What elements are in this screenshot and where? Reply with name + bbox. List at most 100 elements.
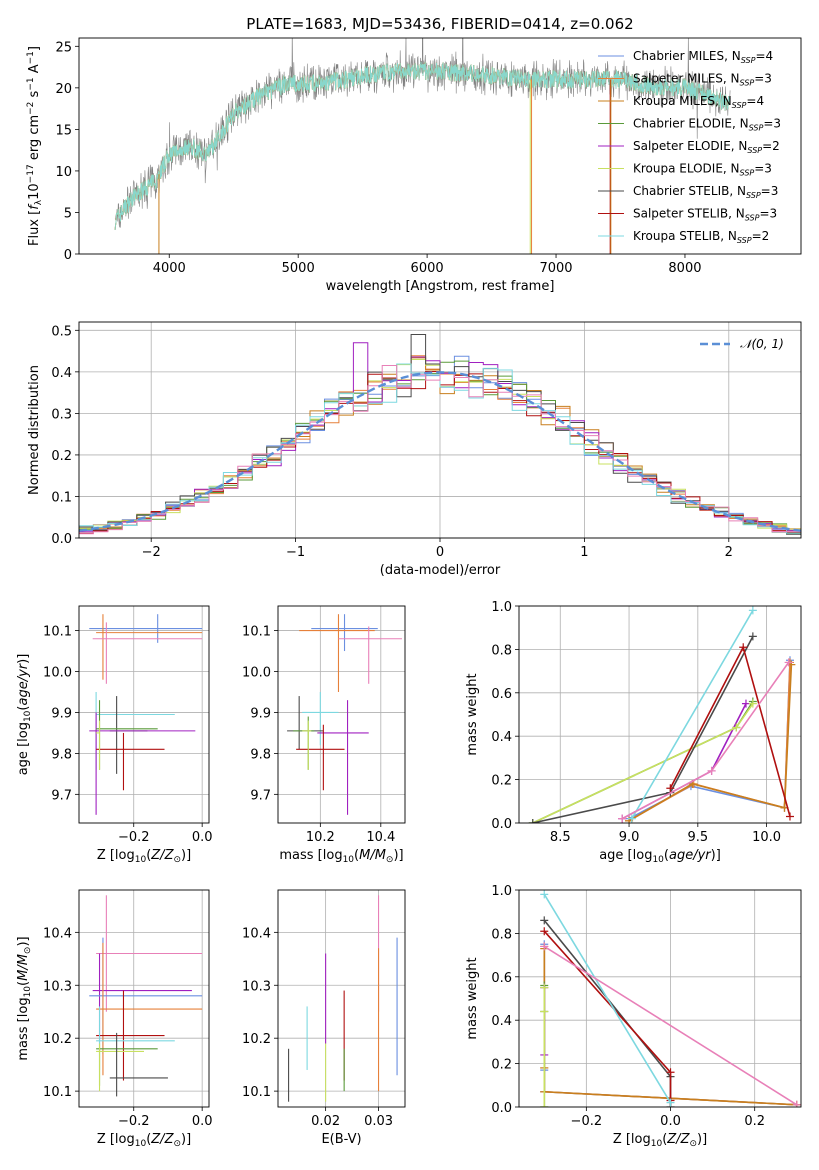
plus-marker [741,699,750,708]
label-part: A [27,64,42,77]
label-part: )] [181,848,191,863]
label-part: 2 [772,139,780,153]
weight-line [532,636,754,823]
weight-series [540,916,675,1107]
label-part: Chabrier ELODIE [633,117,732,131]
y-tick-label: 9.7 [51,788,72,803]
x-tick-label: 5000 [282,261,315,276]
y-tick-label: 0.2 [491,1058,512,1073]
label-part: SSP [737,236,752,245]
y-tick-label: 9.8 [51,747,72,762]
label-part: age [log [599,848,652,863]
label-part: 10 [135,1139,147,1149]
x-tick-label: 1 [580,545,588,560]
x-axis-label: Z [log10(Z/Z⊙)] [613,1132,707,1149]
weight-line [532,703,754,823]
y-tick-label: 1.0 [491,600,512,615]
y-axis-label: mass [log10(M/M⊙)] [16,936,33,1060]
label-part: −1 [26,51,36,64]
x-tick-label: 0.2 [744,1114,765,1129]
plot-area [79,334,801,535]
x-tick-label: 0.0 [192,1114,213,1129]
chart-title: PLATE=1683, MJD=53436, FIBERID=0414, z=0… [246,15,633,33]
y-tick-label: 0.5 [51,324,72,339]
y-tick-label: 10.0 [242,666,271,681]
y-tick-label: 25 [55,40,72,55]
label-part: Kroupa ELODIE [633,162,723,176]
panel-spectrum: 4000 5000 6000 7000 8000 0 5 10 15 20 25 PLATE=1683… [26,15,802,294]
y-tick-label: 9.9 [250,706,271,721]
axes-frame [78,889,210,1108]
y-tick-label: 0.8 [491,643,512,658]
label-part: ( [664,848,669,863]
label-part: Salpeter STELIB [633,207,728,221]
x-tick-label: −0.2 [118,1114,150,1129]
plus-marker [540,927,549,936]
legend-label: Kroupa STELIB, NSSP=2 [633,229,769,245]
label-part: , N [729,184,746,198]
label-part: , N [720,229,737,243]
label-part: , N [731,139,748,153]
label-part: ( [16,981,31,986]
y-tick-label: 10.1 [242,625,271,640]
label-part: Z [log [97,1132,135,1147]
panel-weight_age: 8.5 9.0 9.5 10.0 0.0 0.2 0.4 0.6 0.8 1.0 age [log1… [465,600,802,865]
plus-marker [666,1098,675,1107]
y-tick-label: 10.2 [43,1032,72,1047]
plus-marker [748,699,757,708]
x-tick-label: 8.5 [550,830,571,845]
error-bar [89,614,203,643]
error-bar [293,716,315,770]
grid [79,890,209,1107]
label-part: λ [34,199,44,205]
y-tick-label: 10.2 [242,1032,271,1047]
axes-frame [78,321,802,539]
label-part: Kroupa STELIB [633,229,720,243]
label-part: Z/Z [150,1132,174,1147]
error-bar [338,626,402,684]
panel-mass_Z: −0.2 0.010.110.210.310.4Z [log10(Z/Z⊙)]ma… [16,889,213,1149]
y-tick-label: 0.8 [491,927,512,942]
error-bar [311,614,378,652]
label-part: ( [146,1132,151,1147]
label-part: ] [27,46,42,51]
legend-entry: Salpeter STELIB, NSSP=3 [598,207,777,223]
axes-frame [78,37,802,255]
weight-series [618,658,793,823]
legend-entry: Kroupa ELODIE, NSSP=3 [598,162,772,178]
y-tick-label: 20 [55,82,72,97]
x-tick-label: −0.2 [118,830,150,845]
label-part: SSP [740,169,755,178]
error-bar [92,953,192,1044]
plus-marker [540,942,549,951]
y-tick-label: 15 [55,123,72,138]
label-part: = [759,207,769,221]
x-axis-label: E(B-V) [321,1132,361,1147]
plus-marker [792,1100,801,1107]
error-bar [96,732,165,791]
x-tick-label: 4000 [153,261,186,276]
legend-label: Chabrier MILES, NSSP=4 [633,49,773,65]
legend-entry: Kroupa MILES, NSSP=4 [598,94,764,110]
label-part: ⊙ [173,1139,181,1149]
panel-mass_EBV: 0.02 0.03 10.1 10.2 10.3 10.4 E(B-V) [242,889,406,1147]
error-bar [109,696,148,774]
label-part: )] [181,1132,191,1147]
plot-area [540,890,801,1107]
label-part: f [27,203,42,210]
legend-label: Salpeter ELODIE, NSSP=2 [633,139,780,155]
x-tick-label: 0.0 [192,830,213,845]
legend-label: Salpeter STELIB, NSSP=3 [633,207,777,223]
plus-marker [785,812,794,821]
plus-marker [618,814,627,823]
plus-marker [748,632,757,641]
y-tick-label: 0.2 [51,449,72,464]
error-bar [109,1032,168,1097]
y-axis-label: mass weight [465,957,480,1039]
label-part: = [755,49,765,63]
label-part: = [746,94,756,108]
x-tick-label: 6000 [411,261,444,276]
x-tick-label: 0.02 [311,1114,340,1129]
label-part: Z [log [613,1132,651,1147]
label-part: erg cm [27,115,42,164]
